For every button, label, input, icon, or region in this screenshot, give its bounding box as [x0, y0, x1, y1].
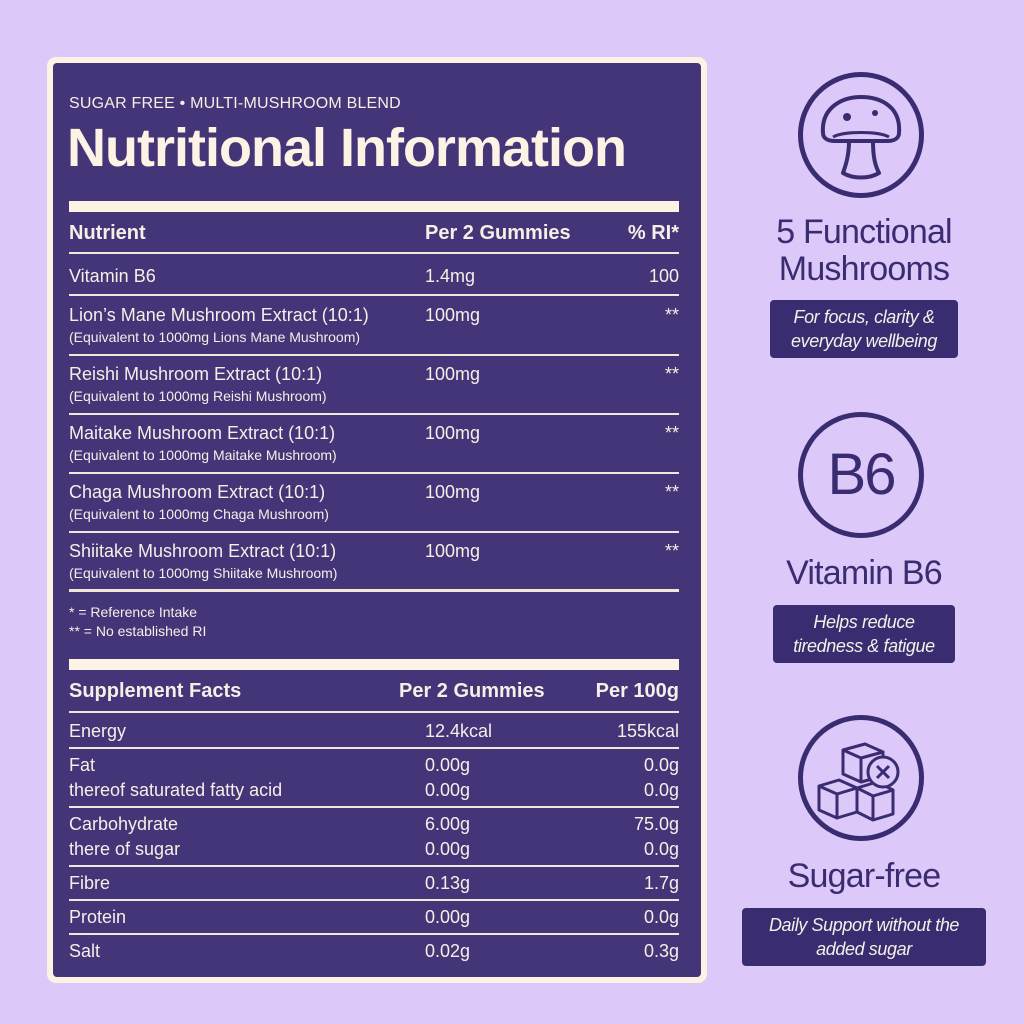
footnotes: * = Reference Intake ** = No established… — [69, 603, 206, 641]
divider — [69, 711, 679, 713]
tagline: SUGAR FREE • MULTI-MUSHROOM BLEND — [69, 95, 401, 112]
divider — [69, 354, 679, 356]
fact-per-100: 0.0g — [643, 780, 679, 800]
fact-name: Fat — [69, 755, 96, 775]
nutrient-name: Vitamin B6 — [69, 266, 156, 286]
fact-per-100: 75.0g — [633, 814, 679, 834]
nutrient-ri: 100 — [648, 266, 679, 286]
divider — [69, 589, 679, 592]
nutrient-equivalent: (Equivalent to 1000mg Maitake Mushroom) — [69, 447, 337, 463]
fact-per-2: 6.00g — [425, 814, 471, 834]
nutrient-name: Reishi Mushroom Extract (10:1) — [69, 364, 323, 384]
page-title: Nutritional Information — [67, 118, 627, 178]
nutrient-ri: ** — [664, 364, 679, 384]
nutrition-panel: SUGAR FREE • MULTI-MUSHROOM BLEND Nutrit… — [47, 57, 707, 983]
divider — [69, 531, 679, 533]
fact-per-2: 0.02g — [425, 941, 471, 961]
fact-name: Salt — [69, 941, 101, 961]
nutrient-amount: 100mg — [425, 364, 481, 384]
badge-line: Daily Support without the — [768, 915, 960, 935]
nutrient-amount: 100mg — [425, 305, 481, 325]
fact-per-100: 0.0g — [643, 755, 679, 775]
badge-line: Helps reduce — [813, 612, 915, 632]
nutrient-ri: ** — [664, 423, 679, 443]
nutrient-amount: 1.4mg — [425, 266, 476, 286]
fact-name: Fibre — [69, 873, 111, 893]
divider — [69, 413, 679, 415]
divider — [69, 747, 679, 749]
divider — [69, 252, 679, 254]
thick-divider — [69, 201, 679, 212]
nutrient-amount: 100mg — [425, 423, 481, 443]
fact-per-2: 0.00g — [425, 755, 471, 775]
ri-header: % RI* — [627, 222, 679, 244]
feature-title: 5 Functional Mushrooms — [742, 214, 986, 288]
feature-badge: For focus, clarity & everyday wellbeing — [770, 300, 958, 358]
footnote-no-ri: ** = No established RI — [69, 623, 207, 639]
mushroom-icon — [798, 72, 924, 198]
feature-title-line: Mushrooms — [778, 250, 950, 288]
fact-per-2: 0.00g — [425, 839, 471, 859]
nutrient-equivalent: (Equivalent to 1000mg Lions Mane Mushroo… — [69, 329, 361, 345]
per-100g-header: Per 100g — [595, 680, 679, 702]
fact-per-2: 12.4kcal — [425, 721, 493, 741]
nutrient-equivalent: (Equivalent to 1000mg Reishi Mushroom) — [69, 388, 327, 404]
feature-mushrooms: 5 Functional Mushrooms For focus, clarit… — [742, 70, 986, 370]
fact-per-100: 0.3g — [643, 941, 679, 961]
nutrient-header: Nutrient — [69, 222, 146, 244]
fact-per-2: 0.13g — [425, 873, 471, 893]
nutrient-name: Shiitake Mushroom Extract (10:1) — [69, 541, 337, 561]
divider — [69, 472, 679, 474]
feature-title: Sugar-free — [742, 858, 986, 895]
nutrient-name: Chaga Mushroom Extract (10:1) — [69, 482, 326, 502]
nutrient-equivalent: (Equivalent to 1000mg Chaga Mushroom) — [69, 506, 329, 522]
fact-per-2: 0.00g — [425, 907, 471, 927]
badge-line: everyday wellbeing — [791, 331, 937, 351]
fact-per-100: 0.0g — [643, 907, 679, 927]
nutrient-ri: ** — [664, 541, 679, 561]
badge-line: tiredness & fatigue — [793, 636, 935, 656]
fact-name: thereof saturated fatty acid — [69, 780, 283, 800]
divider — [69, 899, 679, 901]
nutrient-amount: 100mg — [425, 482, 481, 502]
divider — [69, 933, 679, 935]
fact-name: Protein — [69, 907, 127, 927]
nutrition-panel-inner: SUGAR FREE • MULTI-MUSHROOM BLEND Nutrit… — [53, 63, 701, 977]
divider — [69, 806, 679, 808]
nutrient-equivalent: (Equivalent to 1000mg Shiitake Mushroom) — [69, 565, 338, 581]
badge-line: For focus, clarity & — [793, 307, 935, 327]
feature-badge: Daily Support without the added sugar — [742, 908, 986, 966]
b6-icon-text: B6 — [827, 442, 897, 507]
feature-title-line: 5 Functional — [776, 213, 952, 251]
per-gummies-header: Per 2 Gummies — [425, 222, 571, 244]
feature-title-line: Sugar-free — [787, 857, 941, 895]
feature-title: Vitamin B6 — [742, 555, 986, 592]
badge-line: added sugar — [816, 939, 912, 959]
nutrient-amount: 100mg — [425, 541, 481, 561]
footnote-ri: * = Reference Intake — [69, 604, 198, 620]
b6-icon: B6 — [798, 412, 924, 538]
divider — [69, 294, 679, 296]
feature-title-line: Vitamin B6 — [786, 554, 943, 592]
fact-per-100: 155kcal — [616, 721, 679, 741]
fact-name: there of sugar — [69, 839, 181, 859]
supplement-facts-header: Supplement Facts — [69, 680, 242, 702]
feature-badge: Helps reduce tiredness & fatigue — [773, 605, 955, 663]
fact-per-100: 0.0g — [643, 839, 679, 859]
fact-name: Energy — [69, 721, 127, 741]
nutrient-ri: ** — [664, 482, 679, 502]
fact-per-2: 0.00g — [425, 780, 471, 800]
divider — [69, 865, 679, 867]
nutrient-ri: ** — [664, 305, 679, 325]
nutrient-name: Lion’s Mane Mushroom Extract (10:1) — [69, 305, 369, 325]
sugar-cubes-icon — [798, 715, 924, 841]
feature-vitamin-b6: B6 Vitamin B6 Helps reduce tiredness & f… — [742, 412, 986, 672]
feature-sugar-free: Sugar-free Daily Support without the add… — [742, 715, 986, 975]
thick-divider — [69, 659, 679, 670]
fact-name: Carbohydrate — [69, 814, 179, 834]
fact-per-100: 1.7g — [643, 873, 679, 893]
nutrient-name: Maitake Mushroom Extract (10:1) — [69, 423, 336, 443]
per-gummies-header: Per 2 Gummies — [399, 680, 545, 702]
